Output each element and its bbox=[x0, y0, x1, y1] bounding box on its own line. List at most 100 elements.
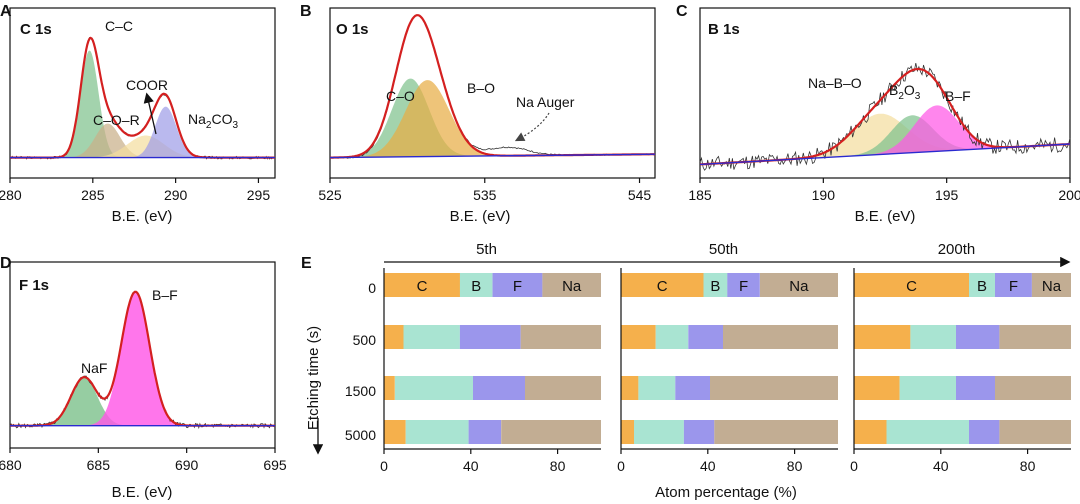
panel-b-peak-fills bbox=[330, 78, 655, 158]
bar-segment-b bbox=[459, 273, 493, 297]
bar-segment-na bbox=[723, 325, 838, 349]
panel-c-raw-data bbox=[699, 63, 1071, 171]
panel-c-frame bbox=[699, 7, 1071, 179]
tick-label: 40 bbox=[700, 458, 716, 474]
segment-label: B bbox=[710, 278, 720, 295]
bar-segment-na bbox=[710, 376, 838, 400]
label-cc: C–C bbox=[105, 18, 133, 34]
label-na-auger: Na Auger bbox=[516, 94, 575, 110]
panel-b: B O 1s C–O B–O Na Auger 525 535 545 B.E. (… bbox=[300, 3, 656, 225]
panel-c-xlabel: B.E. (eV) bbox=[855, 208, 916, 225]
bar-segment-c bbox=[384, 325, 404, 349]
bar-segment-f bbox=[995, 273, 1032, 297]
panel-d-peak-fills bbox=[10, 291, 275, 426]
tick-label: 690 bbox=[175, 457, 199, 473]
panel-a: A C 1s C–C C–O–R COOR Na2CO3 280 285 290 29… bbox=[0, 3, 276, 225]
segment-label: F bbox=[513, 278, 522, 295]
panel-a-xlabel: B.E. (eV) bbox=[112, 208, 173, 225]
tick-label: 0 bbox=[617, 458, 625, 474]
label-coor: COOR bbox=[126, 77, 168, 93]
tick-label: 545 bbox=[628, 187, 652, 203]
panel-b-xlabel: B.E. (eV) bbox=[450, 208, 511, 225]
tick-label: 80 bbox=[550, 458, 566, 474]
bar-segment-b bbox=[655, 325, 689, 349]
bar-segment-b bbox=[886, 420, 969, 444]
bar-segment-na bbox=[501, 420, 601, 444]
bar-segment-c bbox=[621, 376, 639, 400]
bar-segment-na bbox=[1031, 273, 1071, 297]
segment-label: C bbox=[657, 278, 668, 295]
panel-b-frame bbox=[329, 7, 656, 179]
etch-time-labels: 0 500 1500 5000 bbox=[345, 280, 376, 443]
bar-segment-b bbox=[405, 420, 469, 444]
panel-d-title: F 1s bbox=[19, 277, 49, 294]
cycle-label: 200th bbox=[938, 241, 976, 258]
panel-e-xlabel: Atom percentage (%) bbox=[655, 484, 797, 501]
bar-segment-na bbox=[542, 273, 601, 297]
bar-segment-b bbox=[969, 273, 995, 297]
etch-time-label: 500 bbox=[353, 332, 377, 348]
tick-label: 295 bbox=[247, 187, 271, 203]
bar-segment-na bbox=[999, 420, 1071, 444]
tick-label: 535 bbox=[473, 187, 497, 203]
bar-segment-b bbox=[899, 376, 956, 400]
etch-time-label: 0 bbox=[368, 280, 376, 296]
panel-e-ylabel: Etching time (s) bbox=[305, 326, 322, 430]
etch-time-label: 1500 bbox=[345, 383, 376, 399]
segment-label: F bbox=[1009, 278, 1018, 295]
bar-segment-f bbox=[675, 376, 710, 400]
bar-segment-f bbox=[683, 420, 715, 444]
bar-segment-c bbox=[854, 273, 969, 297]
tick-label: 195 bbox=[935, 187, 959, 203]
cycle-label: 50th bbox=[709, 241, 738, 258]
panel-d-frame bbox=[9, 261, 276, 449]
bar-segment-f bbox=[459, 325, 521, 349]
label-b2o3: B2O3 bbox=[889, 82, 921, 102]
bar-segment-f bbox=[473, 376, 526, 400]
bar-segment-c bbox=[854, 325, 911, 349]
cycle-label: 5th bbox=[476, 241, 497, 258]
bar-segment-b bbox=[394, 376, 473, 400]
bar-segment-c bbox=[384, 273, 460, 297]
peak-c-1 bbox=[700, 115, 1070, 165]
peak-c-2 bbox=[700, 105, 1070, 165]
bar-segment-f bbox=[492, 273, 543, 297]
tick-label: 685 bbox=[87, 457, 111, 473]
bar-segment-na bbox=[525, 376, 601, 400]
panel-c-title: B 1s bbox=[708, 21, 740, 38]
tick-label: 0 bbox=[380, 458, 388, 474]
etch-time-label: 5000 bbox=[345, 427, 376, 443]
bar-segment-f bbox=[727, 273, 760, 297]
tick-label: 680 bbox=[0, 457, 22, 473]
label-cor: C–O–R bbox=[93, 112, 140, 128]
panel-e-axes: 0 40 80 0 40 80 0 40 80 bbox=[380, 268, 1071, 474]
peak-b-1 bbox=[330, 80, 655, 158]
cycle-labels: 5th 50th 200th bbox=[476, 241, 975, 258]
bar-segment-f bbox=[956, 376, 996, 400]
panel-c-peak-fills bbox=[700, 105, 1070, 165]
tick-label: 40 bbox=[933, 458, 949, 474]
bar-segment-c bbox=[854, 376, 900, 400]
tick-label: 525 bbox=[318, 187, 342, 203]
panel-d: D F 1s NaF B–F 680 685 690 695 B.E. (eV) bbox=[0, 255, 287, 501]
panel-d-xlabel: B.E. (eV) bbox=[112, 484, 173, 501]
panel-letter-b: B bbox=[300, 3, 312, 20]
bar-segment-f bbox=[468, 420, 502, 444]
bar-segment-c bbox=[384, 420, 406, 444]
segment-label: C bbox=[417, 278, 428, 295]
tick-label: 290 bbox=[164, 187, 188, 203]
panel-a-frame bbox=[9, 7, 276, 179]
panel-letter-a: A bbox=[0, 3, 12, 20]
coor-arrow bbox=[143, 92, 157, 135]
panel-a-x-axis: 280 285 290 295 bbox=[0, 178, 270, 203]
panel-a-title: C 1s bbox=[20, 21, 52, 38]
label-na2co3: Na2CO3 bbox=[188, 111, 238, 131]
bar-segment-c bbox=[621, 325, 656, 349]
tick-label: 190 bbox=[812, 187, 836, 203]
peak-a-0 bbox=[10, 50, 275, 158]
bar-segment-b bbox=[634, 420, 684, 444]
peak-d-0 bbox=[10, 377, 275, 426]
panel-e: E Etching time (s) 5th 50th 200th 0 500 1500… bbox=[301, 241, 1071, 501]
label-bo: B–O bbox=[467, 80, 495, 96]
